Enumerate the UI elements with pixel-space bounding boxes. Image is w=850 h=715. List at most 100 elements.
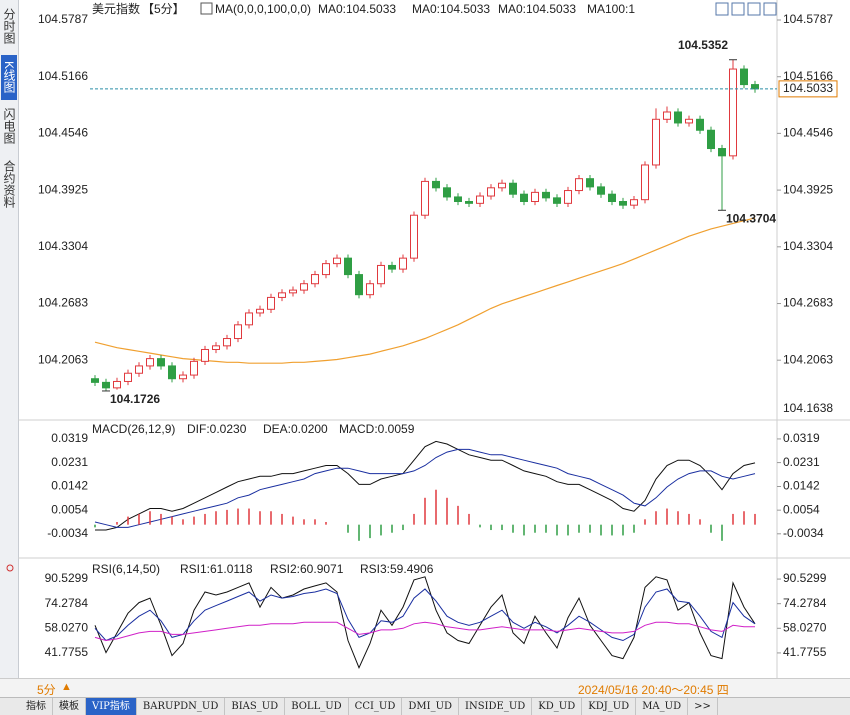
tab[interactable]: 指标 xyxy=(20,698,53,715)
candle-body xyxy=(630,199,638,206)
candle-body xyxy=(520,193,528,203)
icon[interactable] xyxy=(715,2,729,16)
candle-body xyxy=(432,180,440,189)
period-label[interactable]: 5分 xyxy=(37,683,56,697)
y-tick-label: 104.2063 xyxy=(783,352,833,366)
candle-body xyxy=(289,289,297,294)
icon[interactable] xyxy=(747,2,761,16)
candle-body xyxy=(663,111,671,120)
legend-entry: RSI1:61.0118 xyxy=(180,562,253,576)
tab[interactable]: CCI_UD xyxy=(349,698,403,715)
y-tick-label: 104.2683 xyxy=(38,296,88,310)
icon[interactable] xyxy=(763,2,777,16)
tab[interactable]: VIP指标 xyxy=(86,698,137,715)
candle-body xyxy=(729,68,737,157)
y-tick-label: 104.3304 xyxy=(38,239,88,253)
y-tick-label: -0.0034 xyxy=(47,526,88,540)
toolbar-icons[interactable] xyxy=(715,2,777,16)
y-tick-label: 104.3925 xyxy=(783,182,833,196)
candle-body xyxy=(421,180,429,216)
tab[interactable]: BARUPDN_UD xyxy=(137,698,226,715)
y-tick-label: 104.4546 xyxy=(38,126,88,140)
tab-bar: 指标 模板 VIP指标 BARUPDN_UD BIAS_UD BOLL_UD CCI_UD D… xyxy=(0,697,850,715)
tab[interactable]: INSIDE_UD xyxy=(459,698,533,715)
y-tick-label: 58.0270 xyxy=(783,620,827,634)
tab[interactable]: 模板 xyxy=(53,698,86,715)
candle-body xyxy=(256,308,264,314)
candle-body xyxy=(443,187,451,198)
low-annotation: 104.3704 xyxy=(726,211,776,225)
side-tab[interactable]: 闪电图 xyxy=(2,107,16,144)
y-tick-label: 104.5166 xyxy=(38,69,88,83)
indicator-title: MACD(26,12,9) xyxy=(92,422,175,436)
candle-body xyxy=(135,365,143,374)
candle-body xyxy=(641,164,649,201)
tab[interactable]: KDJ_UD xyxy=(582,698,637,715)
candle-body xyxy=(674,111,682,124)
high-annotation: 104.5352 xyxy=(678,38,728,52)
icon[interactable] xyxy=(731,2,745,16)
y-tick-label: 104.5166 xyxy=(783,69,833,83)
tab[interactable]: MA_UD xyxy=(636,698,689,715)
y-tick-label: 74.2784 xyxy=(783,596,827,610)
indicator-line xyxy=(94,448,756,528)
candle-body xyxy=(102,381,110,389)
tab[interactable]: DMI_UD xyxy=(402,698,460,715)
chart: 美元指数 【5分】 MA(0,0,0,100,0,0) MA0:104.5033 MA0… xyxy=(6,0,850,678)
candle-body xyxy=(509,182,517,195)
last-price-label: 104.5033 xyxy=(783,81,833,95)
header-text: MA0:104.5033 xyxy=(498,2,576,16)
candle-body xyxy=(608,193,616,203)
y-tick-label: 104.3304 xyxy=(783,239,833,253)
tab[interactable]: KD_UD xyxy=(532,698,583,715)
candle-body xyxy=(531,191,539,203)
candle-body xyxy=(476,195,484,204)
y-tick-label: 104.2683 xyxy=(783,296,833,310)
y-tick-label: 0.0319 xyxy=(783,431,820,445)
candle-body xyxy=(707,129,715,150)
candle-body xyxy=(113,380,121,389)
time-label: 2024/05/16 20:40～20:45 四 xyxy=(578,683,729,697)
candle-body xyxy=(542,191,550,199)
y-tick-label: 104.5787 xyxy=(783,12,833,26)
last-price-box xyxy=(778,80,838,98)
tab[interactable]: >> xyxy=(688,698,718,715)
y-tick-label: 0.0054 xyxy=(783,502,820,516)
candle-body xyxy=(344,257,352,276)
sidebar: 分时图 K线图闪电图合约资料 xyxy=(0,0,19,678)
header-text: MA(0,0,0,100,0,0) xyxy=(215,2,311,16)
candle-body xyxy=(465,201,473,204)
candle-body xyxy=(454,196,462,203)
y-tick-label: -0.0034 xyxy=(783,526,824,540)
tab[interactable]: BIAS_UD xyxy=(225,698,286,715)
y-tick-label: 0.0319 xyxy=(51,431,88,445)
candle-body xyxy=(300,283,308,291)
legend-entry: DIF:0.0230 xyxy=(187,422,247,436)
header-text: MA100:1 xyxy=(587,2,635,16)
side-tab[interactable]: 合约资料 xyxy=(2,159,16,208)
candle-body xyxy=(201,348,209,362)
candle-body xyxy=(223,338,231,347)
candle-body xyxy=(652,118,660,166)
low-annotation: 104.1726 xyxy=(110,392,160,406)
axis-min-label: 104.1638 xyxy=(783,401,833,415)
indicator-line xyxy=(94,576,756,669)
candle-body xyxy=(366,283,374,296)
candle-body xyxy=(179,374,187,380)
header-text: MA0:104.5033 xyxy=(412,2,490,16)
y-tick-label: 58.0270 xyxy=(45,620,89,634)
candle-body xyxy=(190,360,198,376)
tab[interactable]: BOLL_UD xyxy=(285,698,349,715)
y-tick-label: 104.2063 xyxy=(38,352,88,366)
candle-body xyxy=(168,365,176,380)
candle-body xyxy=(575,178,583,192)
side-tab[interactable]: K线图 xyxy=(1,55,17,100)
y-tick-label: 104.5787 xyxy=(38,12,88,26)
y-tick-label: 104.3925 xyxy=(38,182,88,196)
period-arrow[interactable]: ▲ xyxy=(61,681,72,693)
legend-entry: RSI3:59.4906 xyxy=(360,562,434,576)
legend-entry: DEA:0.0200 xyxy=(263,422,328,436)
candle-body xyxy=(751,84,759,90)
side-tab[interactable]: 分时图 xyxy=(2,7,16,44)
